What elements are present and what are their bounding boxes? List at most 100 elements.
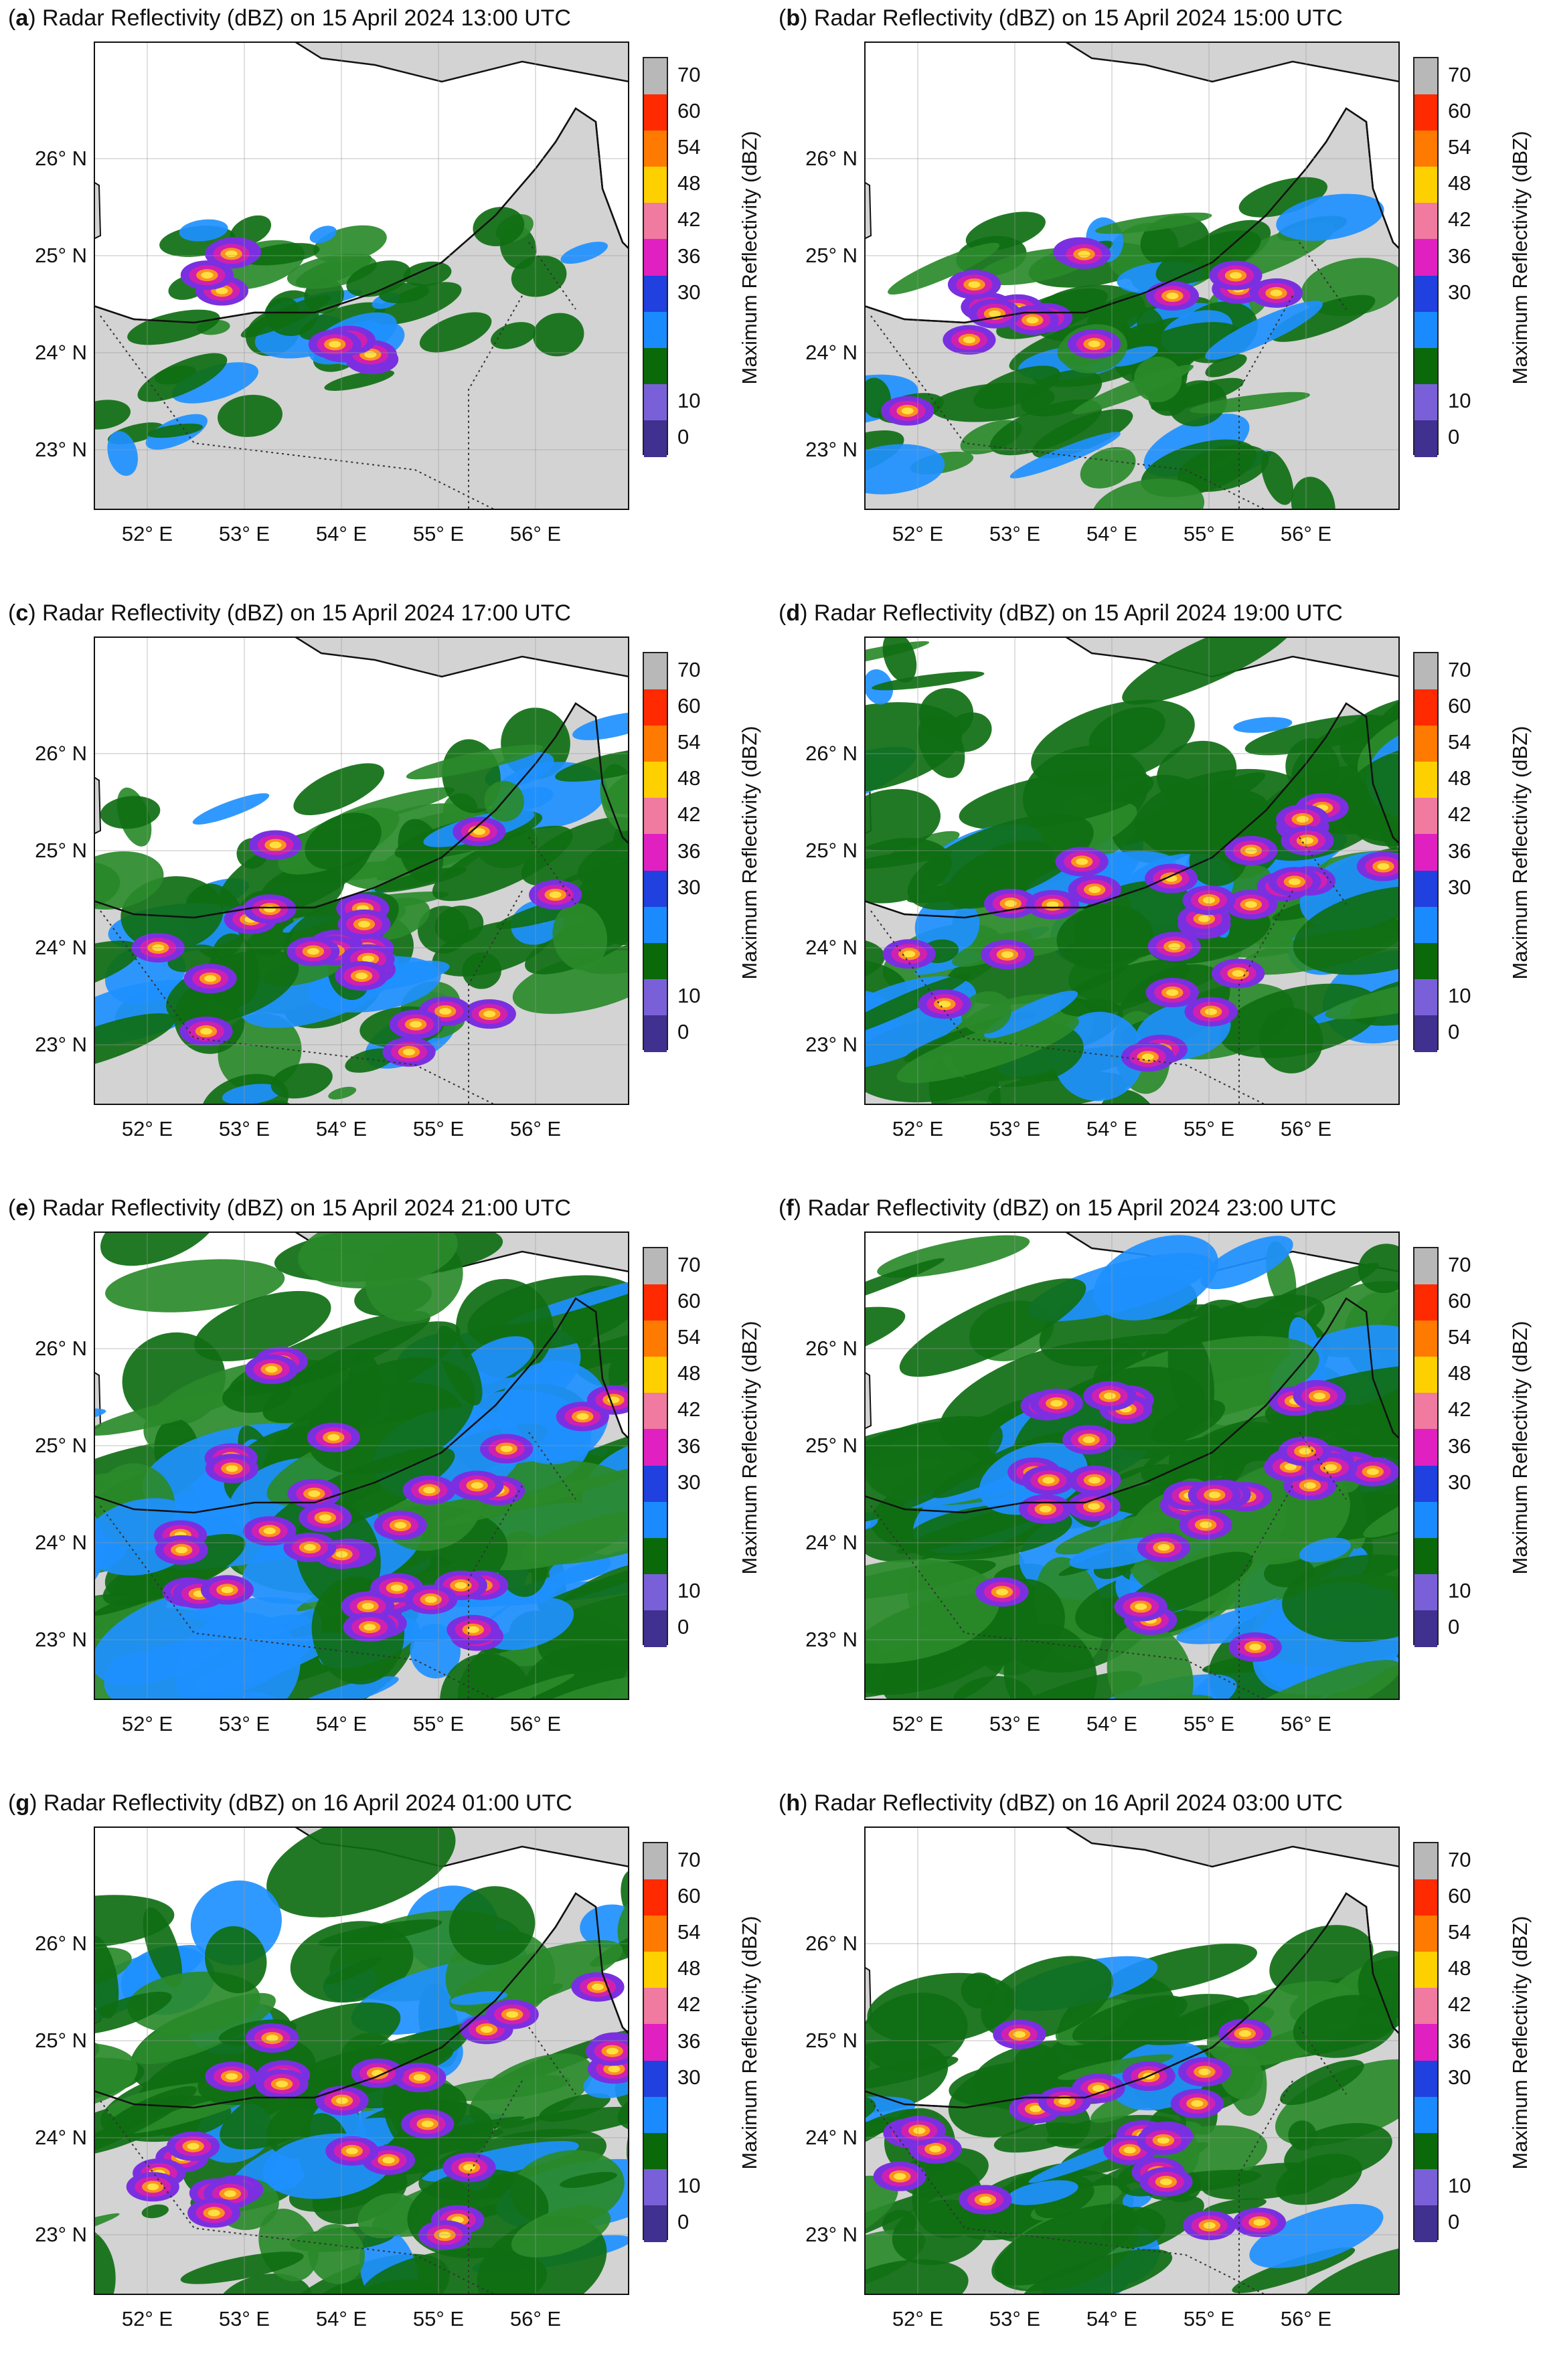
echo-blob	[1080, 446, 1136, 489]
echo-core	[989, 310, 1001, 317]
echo-blob	[1009, 432, 1121, 479]
echo-core	[1001, 951, 1013, 958]
coastline	[94, 1297, 629, 1514]
echo-core	[1296, 816, 1309, 823]
echo-blob	[511, 255, 567, 297]
lat-label: 24° N	[35, 2126, 87, 2149]
echo-core	[1013, 2031, 1026, 2038]
echo-core	[361, 1602, 374, 1610]
echo-core	[471, 1482, 483, 1489]
panel-letter: f	[786, 1195, 794, 1221]
echo-blob	[1293, 1994, 1397, 2058]
echo-blob	[204, 1926, 267, 1994]
echo-core	[473, 828, 485, 835]
echo-blob	[1135, 768, 1309, 855]
colorbar-segment	[1414, 58, 1437, 96]
map-frame	[94, 1826, 629, 2295]
colorbar-segment	[644, 1501, 667, 1539]
echo-blob	[94, 400, 131, 430]
land-qatar	[94, 776, 102, 835]
colorbar-tick-label: 30	[677, 280, 701, 304]
colorbar-tick-label: 70	[1448, 63, 1471, 87]
panel-letter: h	[786, 1790, 801, 1816]
lon-label: 52° E	[892, 522, 944, 545]
colorbar-tick-label: 42	[1448, 802, 1471, 827]
colorbar-tick-label: 0	[1448, 1019, 1460, 1043]
echo-blob	[1093, 1235, 1218, 1321]
echo-core	[1082, 1436, 1095, 1444]
echo-core	[329, 341, 341, 348]
echo-core	[226, 1465, 238, 1472]
colorbar-tick-label: 42	[677, 802, 701, 827]
echo-blob	[1088, 707, 1165, 758]
echo-blob	[379, 282, 429, 304]
colorbar-segment	[1414, 131, 1437, 168]
lat-label: 23° N	[805, 1628, 858, 1651]
coastline	[864, 107, 1400, 324]
colorbar-tick-label: 48	[677, 1361, 701, 1385]
panel-title-text: Radar Reflectivity (dBZ) on 16 April 202…	[43, 1790, 572, 1816]
lat-label: 25° N	[35, 839, 87, 862]
colorbar	[643, 1247, 668, 1647]
echo-core	[500, 1445, 513, 1452]
panel-title: (f) Radar Reflectivity (dBZ) on 15 April…	[779, 1195, 1337, 1221]
colorbar-segment	[644, 2205, 667, 2242]
echo-blob	[1220, 1660, 1400, 1700]
echo-blob	[1022, 2249, 1173, 2295]
colorbar-segment	[1414, 2024, 1437, 2061]
colorbar-tick-label: 42	[1448, 1992, 1471, 2017]
panel-letter: a	[15, 5, 29, 31]
echo-core	[1088, 1503, 1101, 1510]
echo-blob	[449, 1886, 536, 1966]
lat-label: 25° N	[805, 1434, 858, 1457]
echo-blob	[270, 1063, 333, 1099]
echo-core	[1284, 1463, 1297, 1470]
echo-blob	[1060, 1674, 1237, 1700]
echo-core	[1249, 1643, 1262, 1650]
lon-label: 55° E	[1183, 1117, 1235, 1140]
colorbar-tick-label: 60	[677, 1884, 701, 1908]
echo-core	[549, 891, 562, 898]
colorbar-tick-label: 48	[677, 766, 701, 790]
colorbar-segment	[1414, 906, 1437, 944]
colorbar-tick-label: 42	[677, 207, 701, 232]
panel-letter: c	[15, 600, 29, 626]
colorbar-segment	[644, 311, 667, 349]
colorbar-segment	[1414, 1429, 1437, 1466]
radar-map	[864, 636, 1400, 1105]
colorbar-tick-label: 70	[677, 63, 701, 87]
echo-core	[403, 1048, 415, 1055]
echo-blob	[432, 825, 573, 902]
map-frame	[864, 1231, 1400, 1700]
echo-blob	[1288, 2120, 1317, 2150]
lat-label: 24° N	[35, 1531, 87, 1554]
echo-core	[455, 1582, 467, 1589]
echo-blob	[438, 1465, 629, 1527]
colorbar-tick-label: 54	[677, 1920, 701, 1944]
echo-blob	[242, 243, 320, 266]
map-panel-a: (a) Radar Reflectivity (dBZ) on 15 April…	[0, 0, 770, 595]
echo-blob	[864, 973, 970, 1040]
echo-core	[424, 1596, 437, 1603]
lon-label: 53° E	[218, 522, 270, 545]
colorbar-segment	[1414, 1879, 1437, 1917]
colorbar-segment	[644, 1393, 667, 1430]
coastline	[864, 702, 1400, 919]
echo-blob	[872, 671, 985, 691]
colorbar-tick-label: 54	[1448, 1920, 1471, 1944]
echo-blob	[864, 788, 941, 851]
echo-core	[1200, 1521, 1212, 1529]
lon-label: 52° E	[121, 1117, 173, 1140]
map-frame	[94, 41, 629, 510]
panel-title: (a) Radar Reflectivity (dBZ) on 15 April…	[8, 5, 571, 31]
country-border	[100, 242, 576, 510]
colorbar-tick-label: 10	[677, 1578, 701, 1602]
echo-blob	[328, 1086, 357, 1100]
coastline	[94, 702, 629, 919]
echo-blob	[357, 2193, 418, 2239]
radar-map	[864, 41, 1400, 510]
country-border	[870, 242, 1347, 510]
colorbar-tick-label: 60	[677, 99, 701, 123]
colorbar-tick-label: 70	[1448, 1848, 1471, 1872]
echo-core	[304, 1544, 316, 1551]
